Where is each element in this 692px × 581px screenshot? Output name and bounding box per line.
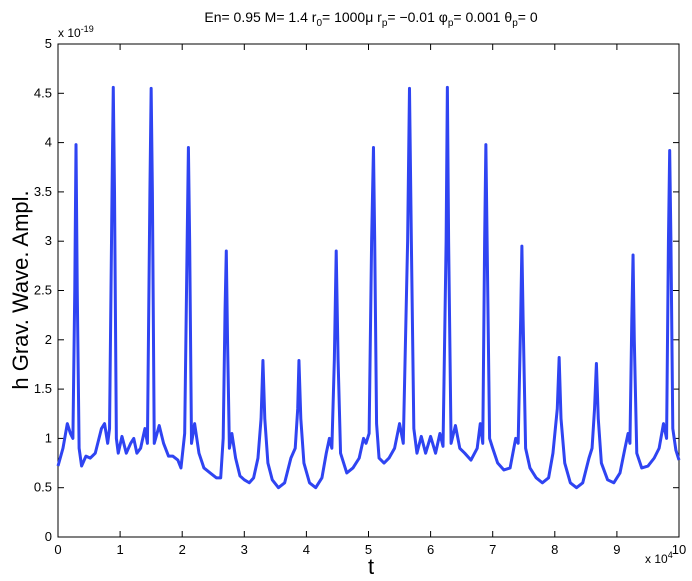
- y-tick-label: 1.5: [34, 381, 52, 396]
- x-tick-label: 6: [427, 542, 434, 557]
- title-subscript: p: [448, 18, 454, 29]
- x-tick-label: 8: [551, 542, 558, 557]
- plot-frame: [57, 43, 680, 538]
- y-tick-label: 4: [45, 135, 52, 150]
- x-tick-label: 3: [241, 542, 248, 557]
- x-axis-label: t: [368, 554, 374, 579]
- y-tick-label: 5: [45, 36, 52, 51]
- y-tick-label: 1: [45, 430, 52, 445]
- title-part: = −0.01 φ: [387, 9, 447, 25]
- x-tick-label: 2: [179, 542, 186, 557]
- title-subscript: p: [382, 18, 388, 29]
- y-tick-label: 2.5: [34, 283, 52, 298]
- x-tick-label: 1: [116, 542, 123, 557]
- title-part: = 0.001 θ: [453, 9, 512, 25]
- x-tick-label: 9: [613, 542, 620, 557]
- y-tick-label: 4.5: [34, 85, 52, 100]
- x-tick-label: 10: [672, 542, 686, 557]
- title-subscript: p: [512, 18, 518, 29]
- chart-title: En= 0.95 M= 1.4 r0= 1000μ rp= −0.01 φp= …: [204, 9, 537, 29]
- title-subscript: 0: [316, 18, 322, 29]
- title-part: En= 0.95 M= 1.4 r: [204, 9, 316, 25]
- x-tick-label: 0: [54, 542, 61, 557]
- y-multiplier: x 10-19: [58, 24, 94, 40]
- title-part: = 0: [518, 9, 538, 25]
- data-line: [56, 85, 681, 490]
- y-tick-label: 0.5: [34, 480, 52, 495]
- x-tick-label: 7: [489, 542, 496, 557]
- y-tick-label: 2: [45, 332, 52, 347]
- x-tick-label: 5: [365, 542, 372, 557]
- y-tick-label: 3.5: [34, 184, 52, 199]
- y-tick-label: 0: [45, 529, 52, 544]
- x-tick-label: 4: [303, 542, 310, 557]
- title-part: = 1000μ r: [322, 9, 382, 25]
- x-multiplier: x 104: [645, 550, 673, 566]
- y-axis-label: h Grav. Wave. Ampl.: [8, 190, 33, 389]
- y-tick-label: 3: [45, 233, 52, 248]
